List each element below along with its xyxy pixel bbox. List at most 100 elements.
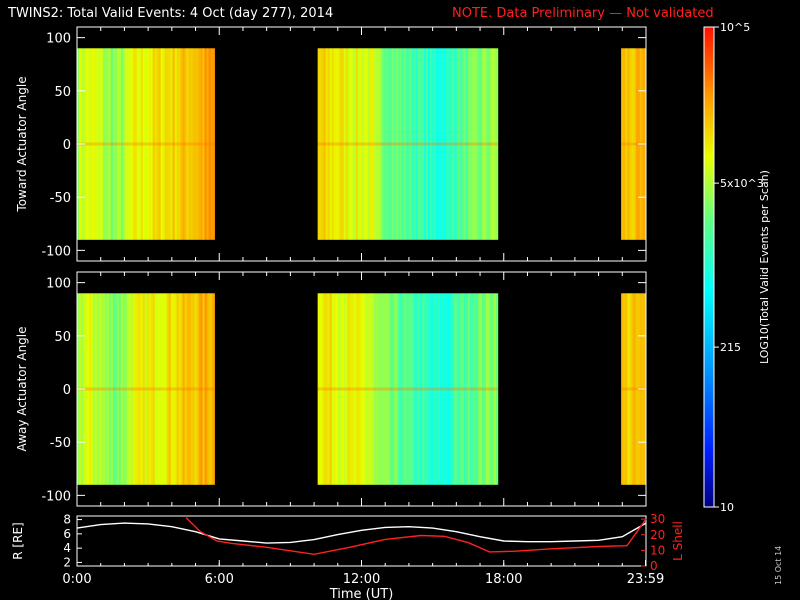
heatmap-column [407, 48, 411, 240]
heatmap-column [457, 293, 461, 485]
heatmap-column [325, 48, 329, 240]
heatmap-column [449, 293, 453, 485]
heatmap-column [467, 293, 471, 485]
heatmap-column [635, 48, 639, 240]
heatmap-column [146, 293, 150, 485]
heatmap-column [212, 293, 215, 485]
heatmap-column [391, 48, 395, 240]
heatmap-column [104, 48, 108, 240]
heatmap-column [343, 293, 347, 485]
heatmap-column [387, 48, 391, 240]
heatmap-column [359, 48, 363, 240]
heatmap-column [633, 293, 637, 485]
heatmap-column [158, 48, 162, 240]
heatmap-column [621, 293, 624, 485]
heatmap-column [373, 293, 377, 485]
heatmap-column [194, 48, 197, 240]
heatmap-column [168, 48, 172, 240]
heatmap-column [204, 48, 207, 240]
heatmap-column [369, 48, 373, 240]
heatmap-column [391, 293, 395, 485]
heatmap-column [337, 293, 341, 485]
y-tick-label: -50 [50, 191, 71, 206]
heatmap-column [411, 48, 415, 240]
heatmap-column [483, 48, 487, 240]
heatmap-column [208, 48, 211, 240]
heatmap-column [393, 48, 397, 240]
heatmap-column [347, 48, 351, 240]
heatmap-column [489, 48, 493, 240]
heatmap-column [206, 48, 209, 240]
heatmap-column [381, 48, 385, 240]
heatmap-column [162, 48, 166, 240]
y-tick-label: 4 [63, 541, 71, 555]
heatmap-column [172, 293, 176, 485]
heatmap-column [375, 293, 379, 485]
heatmap-column [136, 293, 140, 485]
heatmap-column [469, 293, 473, 485]
zero-angle-band [317, 142, 498, 146]
heatmap-column [94, 293, 98, 485]
heatmap-column [202, 48, 205, 240]
heatmap-column [180, 48, 184, 240]
y-tick-label: 100 [46, 277, 71, 292]
heatmap-column [433, 293, 437, 485]
heatmap-column [198, 293, 201, 485]
heatmap-column [323, 48, 327, 240]
zero-angle-band [621, 387, 646, 391]
heatmap-column [415, 293, 419, 485]
heatmap-column [194, 293, 197, 485]
heatmap-column [481, 293, 485, 485]
heatmap-column [629, 48, 632, 240]
heatmap-column [84, 293, 88, 485]
heatmap-column [140, 48, 144, 240]
heatmap-column [327, 293, 331, 485]
heatmap-column [491, 293, 495, 485]
heatmap-column [351, 293, 355, 485]
heatmap-column [383, 48, 387, 240]
heatmap-column [379, 293, 383, 485]
heatmap-column [357, 48, 361, 240]
heatmap-column [417, 48, 421, 240]
heatmap-column [405, 293, 409, 485]
heatmap-column [339, 48, 343, 240]
heatmap-column [413, 293, 417, 485]
heatmap-column [389, 48, 393, 240]
heatmap-column [210, 48, 213, 240]
heatmap-column [463, 293, 467, 485]
heatmap-column [419, 293, 423, 485]
heatmap-column [164, 293, 168, 485]
heatmap-column [365, 293, 369, 485]
colorbar-label: LOG10(Total Valid Events per Scan) [758, 170, 771, 364]
heatmap-column [385, 48, 389, 240]
y-tick-label: 6 [63, 527, 71, 541]
heatmap-column [128, 293, 132, 485]
heatmap-column [367, 293, 371, 485]
heatmap-column [190, 48, 193, 240]
heatmap-column [126, 293, 130, 485]
heatmap-column [347, 293, 351, 485]
heatmap-column [377, 48, 381, 240]
heatmap-column [361, 293, 365, 485]
heatmap-column [481, 48, 485, 240]
heatmap-column [166, 48, 170, 240]
heatmap-column [110, 48, 114, 240]
heatmap-column [166, 293, 170, 485]
heatmap-column [158, 293, 162, 485]
zero-angle-band [77, 142, 215, 146]
heatmap-column [463, 48, 467, 240]
heatmap-column [198, 48, 201, 240]
heatmap-column [479, 48, 483, 240]
colorbar-tick-label: 10^5 [720, 21, 750, 34]
heatmap-column [150, 48, 154, 240]
heatmap-column [148, 48, 152, 240]
heatmap-column [160, 48, 164, 240]
x-axis-label: Time (UT) [329, 587, 394, 600]
heatmap-column [114, 48, 118, 240]
heatmap-column [459, 293, 463, 485]
heatmap-column [417, 293, 421, 485]
heatmap-column [114, 293, 118, 485]
heatmap-column [210, 293, 213, 485]
heatmap-column [435, 48, 439, 240]
heatmap-column [329, 293, 333, 485]
